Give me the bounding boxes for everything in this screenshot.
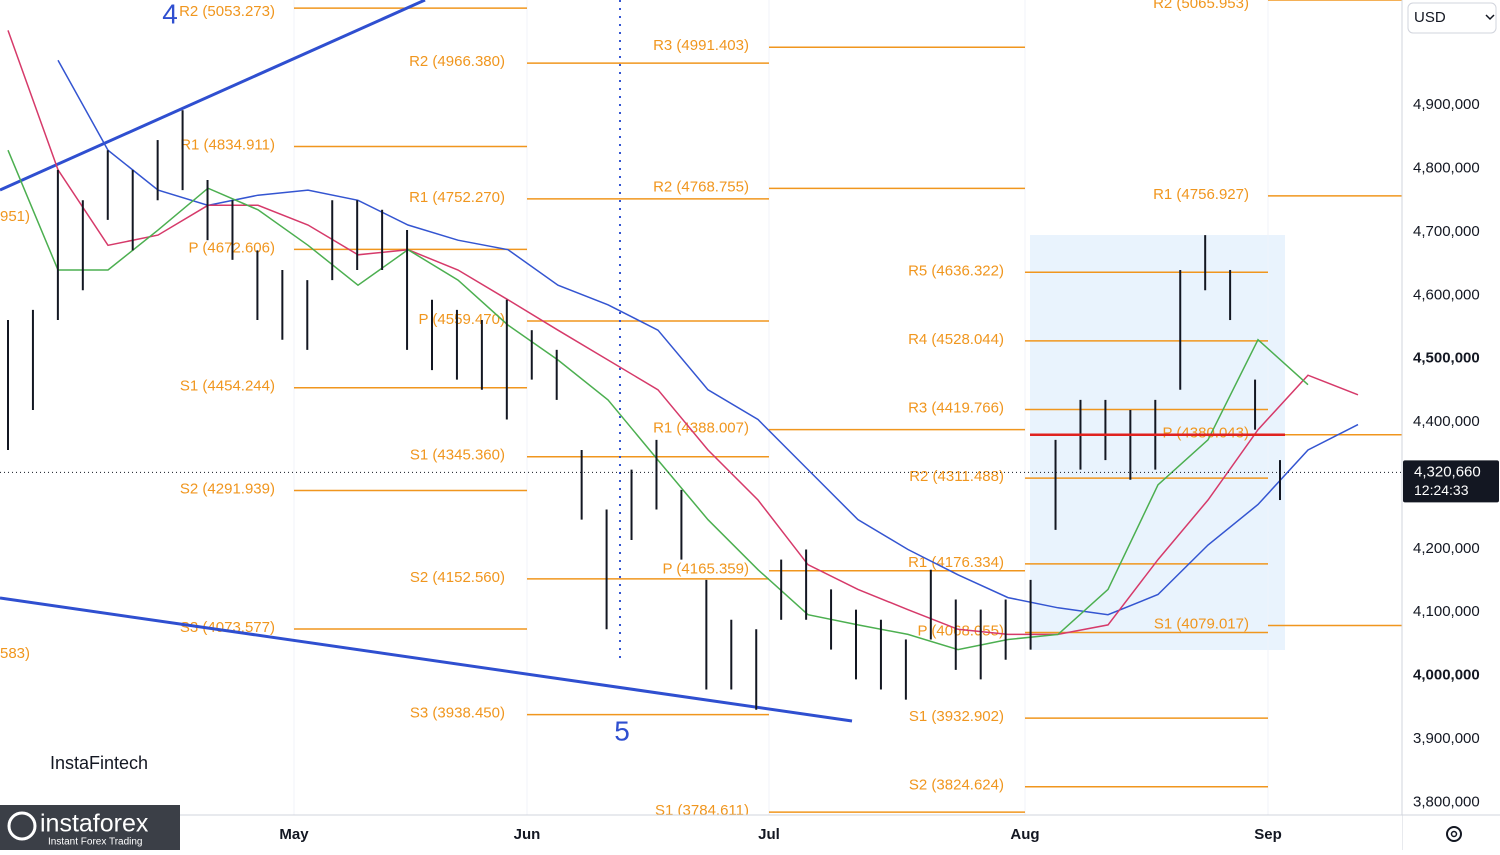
pivot-levels: R2 (5053.273)R1 (4834.911)P (4672.606)S1… [0,0,1402,819]
price-axis-panel [1402,0,1500,850]
pivot-label: S2 (4291.939) [180,481,275,498]
tagline: Instant Forex Trading [48,837,143,848]
pivot-label: S3 (3938.450) [410,705,505,722]
wave-label: 5 [614,715,630,746]
grid [293,0,1269,815]
pivot-label: R1 (4834.911) [180,136,275,153]
price-bars [7,110,1281,710]
y-tick-label: 3,900,000 [1413,730,1480,747]
pivot-label: R2 (4768.755) [653,178,749,195]
pivot-label: R3 (4419.766) [908,400,1004,417]
logo: instaforex [40,810,149,838]
y-tick-label: 4,200,000 [1413,540,1480,557]
y-tick-label: 4,600,000 [1413,286,1480,303]
pivot-label: R3 (4991.403) [653,37,749,54]
pivot-label: P (4165.359) [663,561,749,578]
brand-box [40,728,175,796]
y-tick-label: 4,700,000 [1413,223,1480,240]
last-price-label: 4,320,660 [1414,463,1481,480]
trend-line [0,596,853,723]
wave-label: 4 [162,0,178,29]
time-axis-panel [0,815,1402,850]
pivot-label: R1 (4176.334) [908,554,1004,571]
countdown: 12:24:33 [1414,482,1469,498]
pivot-label: R2 (5053.273) [179,3,275,20]
pivot-label: R4 (4528.044) [908,331,1004,348]
pivot-label: P (4559.470) [419,311,505,328]
pivot-label: R5 (4636.322) [908,262,1004,279]
trend-line [0,0,426,192]
pivot-label: S1 (3932.902) [909,708,1004,725]
y-tick-label: 4,900,000 [1413,96,1480,113]
brand: InstaFintech [50,753,148,773]
currency: USD [1414,9,1446,26]
settings-icon[interactable] [1446,826,1462,842]
pivot-label: R1 (4388.007) [653,420,749,437]
moving-average [7,149,1309,651]
pivot-label: R2 (4966.380) [409,53,505,70]
x-tick-label: Sep [1254,826,1282,843]
overlay [0,433,1402,473]
currency-select[interactable] [1407,2,1497,34]
axes: 3,800,000 3,900,000 4,000,000 4,100,000 4,20… [279,96,1499,843]
pivot-label: R1 (4752.270) [409,189,505,206]
x-tick-label: Aug [1010,826,1039,843]
pivot-label: 951) [0,208,30,225]
pivot-label: R1 (4756.927) [1153,186,1249,203]
pivot-label: S1 (4345.360) [410,447,505,464]
y-tick-label: 4,500,000 [1413,350,1480,367]
dropdown-arrow [1485,14,1495,21]
volume-profile-area [1030,235,1285,650]
y-tick-label: 4,000,000 [1413,667,1480,684]
pivot-label: P (4380.043) [1163,425,1249,442]
x-tick-label: Jun [514,826,541,843]
pivot-label: S3 (4073.577) [180,619,275,636]
settings-icon-center [1450,830,1458,838]
y-tick-label: 4,400,000 [1413,413,1480,430]
pivot-label: S1 (4454.244) [180,378,275,395]
pivot-label: S2 (4152.560) [410,569,505,586]
moving-average [57,59,1359,616]
pivot-label: S2 (3824.624) [909,777,1004,794]
pivot-label: R2 (5065.953) [1153,0,1249,12]
logo-icon [7,811,37,841]
last-price-box [1403,460,1499,503]
pivot-label: 583) [0,645,30,662]
y-tick-label: 3,800,000 [1413,793,1480,810]
y-tick-label: 4,100,000 [1413,603,1480,620]
x-tick-label: May [279,826,309,843]
pivot-label: P (4068.055) [918,622,1004,639]
y-tick-label: 4,800,000 [1413,160,1480,177]
pivot-label: R2 (4311.488) [909,468,1004,485]
x-tick-label: Jul [758,826,780,843]
logo-box [0,805,180,850]
pivot-label: S1 (4079.017) [1154,615,1249,632]
